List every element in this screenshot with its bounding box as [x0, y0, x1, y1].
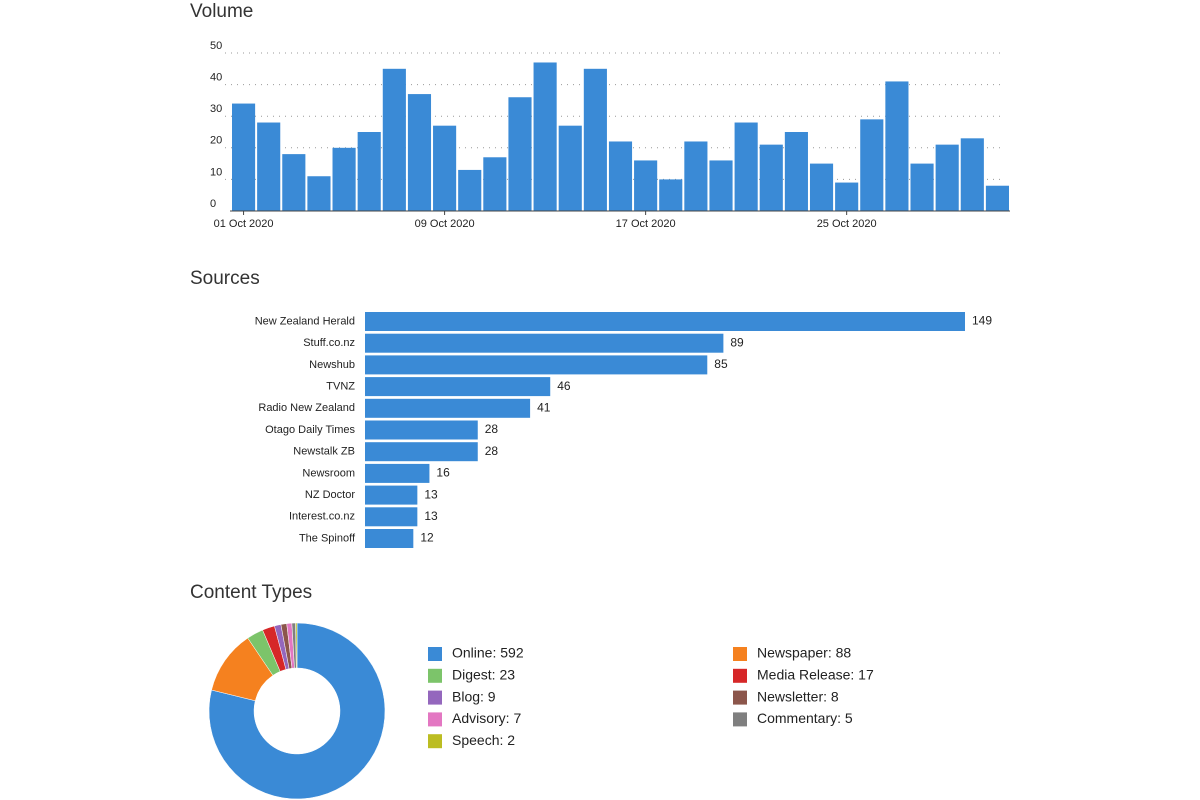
legend-label: Speech: 2: [452, 732, 515, 748]
bar: [407, 94, 432, 211]
bar: [365, 377, 551, 397]
bar: [659, 179, 683, 211]
bar: [835, 182, 859, 211]
bar: [608, 141, 633, 211]
bar: [583, 68, 607, 211]
bar: [365, 312, 965, 331]
y-tick-label: 30: [210, 103, 222, 115]
legend-swatch: [733, 647, 747, 661]
bar: [784, 132, 808, 211]
y-tick-label: 0: [210, 198, 216, 210]
data-label: 149: [972, 314, 992, 328]
bar: [332, 147, 356, 211]
x-tick-label: 25 Oct 2020: [817, 218, 877, 230]
bar: [365, 463, 430, 483]
bar: [558, 125, 582, 211]
data-label: 46: [557, 379, 571, 393]
y-tick-label: Interest.co.nz: [289, 511, 355, 523]
x-tick-label: 09 Oct 2020: [415, 218, 475, 230]
bar: [809, 163, 834, 211]
bar: [533, 62, 557, 212]
bar: [365, 333, 724, 353]
y-tick-label: New Zealand Herald: [255, 315, 355, 327]
bar: [458, 169, 482, 211]
chart-title: Volume: [190, 1, 253, 22]
bar: [232, 103, 256, 211]
legend-swatch: [733, 690, 747, 705]
bar: [365, 529, 414, 548]
legend-swatch: [428, 690, 442, 705]
bar: [307, 176, 331, 211]
bar: [508, 97, 532, 211]
bar: [734, 122, 758, 211]
data-label: 13: [424, 509, 438, 523]
data-label: 16: [436, 466, 450, 480]
bar: [282, 154, 306, 211]
y-tick-label: 10: [210, 166, 222, 178]
bar: [860, 119, 884, 211]
x-tick-label: 01 Oct 2020: [214, 218, 274, 230]
y-tick-label: The Spinoff: [299, 532, 356, 544]
bar: [365, 485, 418, 505]
bar: [935, 144, 959, 211]
chart-title: Content Types: [190, 582, 312, 603]
bar: [357, 132, 381, 211]
y-tick-label: Newstalk ZB: [293, 446, 355, 458]
data-label: 41: [537, 400, 551, 414]
legend-label: Newspaper: 88: [757, 645, 851, 661]
legend-label: Media Release: 17: [757, 667, 874, 683]
legend-label: Commentary: 5: [757, 710, 853, 726]
bar: [684, 141, 708, 211]
bar: [365, 398, 531, 418]
chart-title: Sources: [190, 268, 260, 289]
legend-swatch: [733, 712, 747, 727]
bar: [257, 122, 281, 211]
y-tick-label: TVNZ: [326, 381, 355, 393]
bar: [709, 160, 733, 211]
bar: [382, 68, 406, 211]
bar: [365, 507, 418, 527]
legend-swatch: [428, 647, 442, 661]
bar: [483, 157, 507, 211]
y-tick-label: Stuff.co.nz: [303, 337, 355, 349]
bar: [960, 138, 984, 211]
bar: [365, 442, 478, 462]
y-tick-label: 20: [210, 135, 222, 147]
legend-label: Online: 592: [452, 645, 524, 661]
bar: [634, 160, 658, 211]
donut-slice: [208, 622, 386, 800]
y-tick-label: 40: [210, 72, 222, 84]
legend-swatch: [428, 712, 442, 727]
y-tick-label: NZ Doctor: [305, 489, 355, 501]
data-label: 12: [420, 531, 434, 545]
data-label: 28: [485, 444, 499, 458]
legend-swatch: [428, 668, 442, 683]
bar: [365, 355, 708, 375]
y-tick-label: Radio New Zealand: [258, 402, 355, 414]
donut-slice: [295, 622, 298, 669]
data-label: 85: [714, 357, 728, 371]
legend-swatch: [428, 734, 442, 749]
data-label: 89: [730, 335, 744, 349]
legend-label: Blog: 9: [452, 688, 496, 704]
x-tick-label: 17 Oct 2020: [616, 218, 676, 230]
bar: [365, 420, 478, 440]
y-tick-label: Otago Daily Times: [265, 424, 355, 436]
y-tick-label: Newsroom: [302, 467, 355, 479]
y-tick-label: 50: [210, 40, 222, 52]
bar: [885, 81, 909, 211]
bar: [759, 144, 783, 211]
legend-swatch: [733, 668, 747, 683]
y-tick-label: Newshub: [309, 359, 355, 371]
legend-label: Digest: 23: [452, 667, 515, 683]
bar: [985, 185, 1009, 211]
data-label: 13: [424, 487, 438, 501]
bar: [433, 125, 457, 211]
legend-label: Newsletter: 8: [757, 688, 839, 704]
bar: [910, 163, 934, 211]
legend-label: Advisory: 7: [452, 710, 521, 726]
data-label: 28: [485, 422, 499, 436]
